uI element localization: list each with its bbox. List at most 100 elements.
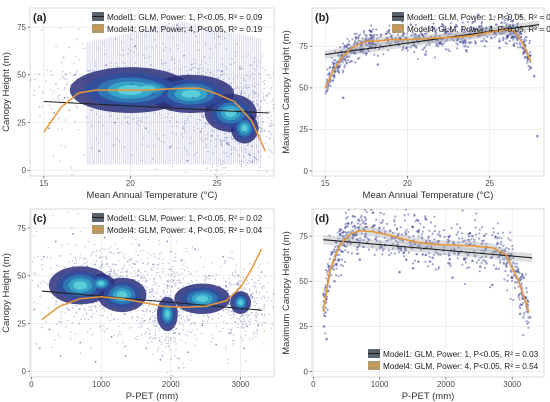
cloud-dot [275, 85, 276, 86]
cloud-dot [235, 264, 237, 266]
texture-point [367, 43, 371, 46]
plot-area [311, 208, 545, 378]
panel-label: (a) [33, 12, 47, 24]
texture-point [520, 303, 523, 307]
cloud-dot [119, 275, 121, 278]
cloud-dot [182, 277, 185, 280]
texture-point [519, 306, 522, 310]
cloud-dot [149, 254, 152, 256]
cloud-dot [215, 274, 217, 276]
cloud-dot [272, 103, 274, 106]
cloud-dot [225, 308, 227, 311]
cloud-dot [81, 264, 84, 267]
texture-point [401, 34, 404, 37]
cloud-dot [163, 49, 165, 52]
cloud-dot [179, 308, 181, 310]
cloud-dot [217, 77, 219, 79]
cloud-dot [165, 295, 167, 297]
legend: Model1: GLM, Power: 1, P<0.05, R² = 0.02… [92, 213, 263, 235]
y-tick-label: 25 [299, 125, 308, 134]
texture-point [365, 52, 368, 55]
data-point [489, 256, 493, 260]
texture-point [332, 74, 336, 78]
cloud-dot [271, 124, 273, 127]
cloud-dot [174, 275, 176, 277]
cloud-dot [189, 324, 192, 326]
cloud-dot [154, 317, 156, 320]
texture-point [457, 246, 460, 249]
texture-point [480, 20, 484, 24]
texture-point [337, 275, 340, 278]
cloud-dot [270, 119, 272, 122]
texture-point [443, 235, 446, 238]
texture-point [448, 32, 452, 35]
texture-point [501, 25, 504, 28]
cloud-dot [181, 258, 184, 261]
cloud-dot [153, 295, 155, 297]
data-point [526, 56, 529, 60]
data-point [243, 131, 246, 133]
texture-point [372, 34, 375, 37]
texture-point [357, 252, 360, 255]
texture-point [461, 29, 464, 32]
data-point [409, 23, 413, 26]
cloud-dot [166, 280, 169, 283]
cloud-dot [230, 63, 232, 65]
cloud-dot [252, 61, 255, 63]
cloud-dot [163, 338, 166, 341]
cloud-dot [167, 273, 170, 276]
cloud-dot [257, 83, 259, 86]
texture-point [412, 43, 416, 47]
texture-point [449, 22, 453, 25]
texture-point [515, 270, 518, 273]
cloud-dot [234, 284, 237, 286]
cloud-dot [98, 120, 100, 123]
cloud-dot [227, 141, 230, 144]
cloud-dot [176, 358, 179, 360]
texture-point [415, 218, 419, 222]
texture-point [474, 233, 478, 236]
cloud-dot [232, 78, 235, 81]
texture-point [480, 28, 484, 31]
data-point [98, 150, 101, 153]
cloud-dot [169, 120, 171, 122]
cloud-dot [71, 227, 73, 229]
texture-point [508, 24, 511, 28]
texture-point [480, 40, 483, 43]
cloud-dot [245, 313, 248, 315]
texture-point [424, 260, 427, 263]
texture-point [519, 279, 522, 282]
cloud-dot [227, 358, 229, 361]
texture-point [460, 38, 463, 41]
x-tick-label: 0 [311, 380, 316, 389]
texture-point [388, 24, 391, 27]
texture-point [526, 55, 529, 59]
cloud-dot [99, 305, 102, 307]
cloud-dot [223, 72, 225, 75]
cloud-dot [78, 309, 80, 311]
texture-point [474, 42, 477, 45]
point-texture [322, 209, 530, 337]
cloud-dot [162, 296, 164, 299]
cloud-dot [105, 264, 107, 266]
cloud-dot [240, 165, 242, 168]
texture-point [500, 31, 503, 34]
texture-point [463, 29, 466, 32]
texture-point [332, 264, 336, 267]
cloud-dot [153, 278, 155, 280]
texture-point [420, 32, 423, 36]
texture-point [353, 209, 356, 210]
cloud-dot [170, 250, 173, 253]
cloud-dot [55, 323, 58, 325]
texture-point [338, 65, 341, 69]
cloud-dot [226, 322, 228, 324]
cloud-dot [183, 366, 185, 369]
texture-point [343, 244, 346, 247]
cloud-dot [48, 121, 50, 124]
cloud-dot [131, 263, 134, 265]
texture-point [341, 250, 345, 254]
cloud-dot [79, 231, 82, 233]
texture-point [529, 54, 532, 57]
texture-point [501, 39, 505, 42]
